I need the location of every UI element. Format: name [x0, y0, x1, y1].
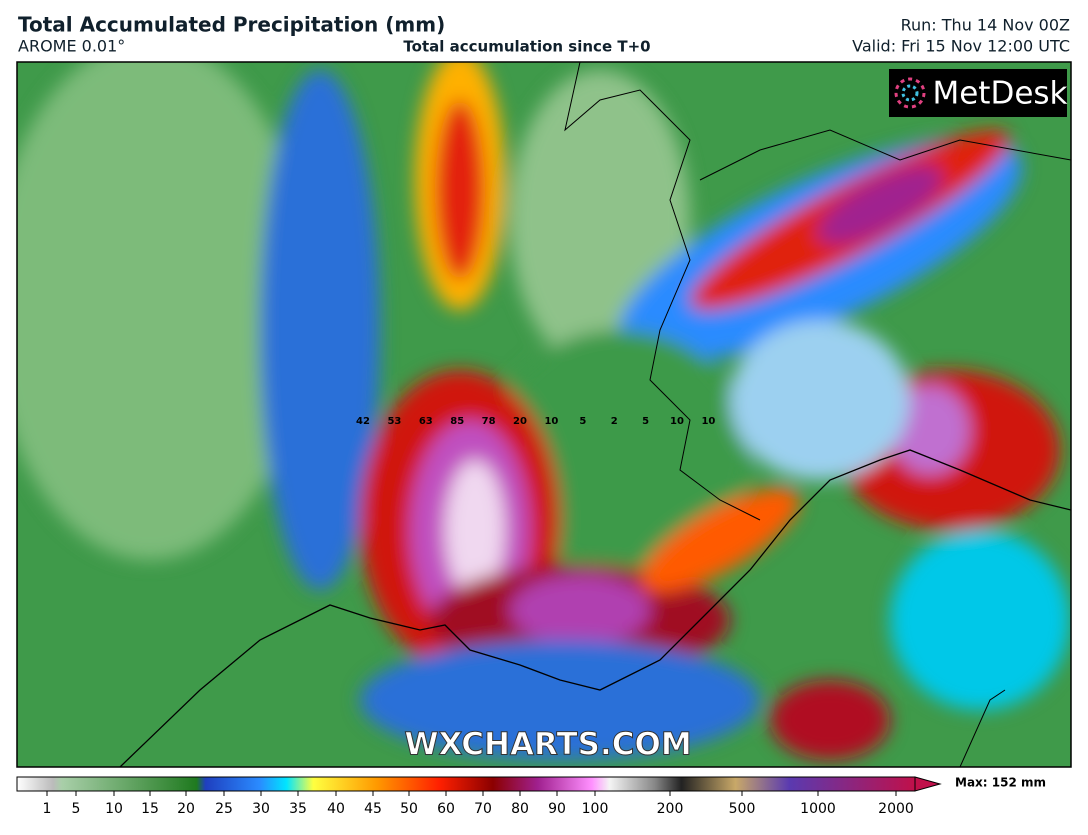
border-line — [564, 62, 761, 521]
colorbar-label: 90 — [548, 801, 566, 817]
colorbar — [16, 776, 916, 792]
colorbar-label: 70 — [474, 801, 492, 817]
colorbar-label: 1000 — [800, 801, 836, 817]
colorbar-label: 15 — [141, 801, 159, 817]
colorbar-label: 45 — [364, 801, 382, 817]
colorbar-arrow — [914, 776, 942, 792]
point-label: 20 — [513, 416, 527, 427]
colorbar-label: 40 — [327, 801, 345, 817]
colorbar-label: 25 — [215, 801, 233, 817]
point-label: 85 — [450, 416, 464, 427]
point-label: 42 — [356, 416, 370, 427]
colorbar-label: 2000 — [878, 801, 914, 817]
colorbar-label: 30 — [252, 801, 270, 817]
logo-icon — [894, 77, 926, 109]
subtitle: Total accumulation since T+0 — [403, 38, 650, 56]
colorbar-label: 5 — [72, 801, 81, 817]
colorbar-label: 500 — [729, 801, 756, 817]
coastline — [959, 689, 1006, 767]
colorbar-label: 10 — [105, 801, 123, 817]
max-value: Max: 152 mm — [955, 776, 1046, 790]
point-label: 2 — [611, 416, 618, 427]
colorbar-label: 100 — [582, 801, 609, 817]
colorbar-label: 35 — [289, 801, 307, 817]
colorbar-labels: 1 5 10 15 20 25 30 35 40 45 50 60 70 80 90 100 200 500 100… — [43, 791, 914, 817]
coastline — [119, 449, 1071, 767]
point-labels: 42 53 63 85 78 20 10 5 2 5 10 10 — [356, 416, 715, 427]
run-time: Run: Thu 14 Nov 00Z — [901, 16, 1070, 35]
colorbar-label: 50 — [400, 801, 418, 817]
map-frame — [16, 61, 1072, 768]
watermark: WXCHARTS.COM — [404, 727, 691, 763]
map-title: Total Accumulated Precipitation (mm) — [18, 13, 445, 37]
logo-box — [889, 69, 1067, 117]
point-label: 63 — [419, 416, 433, 427]
colorbar-label: 20 — [177, 801, 195, 817]
colorbar-label: 1 — [43, 801, 52, 817]
point-label: 5 — [579, 416, 586, 427]
valid-time: Valid: Fri 15 Nov 12:00 UTC — [852, 37, 1070, 56]
point-label: 10 — [701, 416, 715, 427]
point-label: 10 — [670, 416, 684, 427]
colorbar-label: 200 — [657, 801, 684, 817]
model-name: AROME 0.01° — [18, 37, 125, 56]
colorbar-label: 60 — [437, 801, 455, 817]
point-label: 5 — [642, 416, 649, 427]
logo-text: MetDesk — [932, 76, 1067, 112]
point-label: 78 — [482, 416, 496, 427]
border-line — [699, 129, 1071, 181]
point-label: 10 — [544, 416, 558, 427]
map-area: 42 53 63 85 78 20 10 5 2 5 10 10 MetDesk WXCHARTS.C… — [17, 62, 1071, 767]
colorbar-label: 80 — [511, 801, 529, 817]
point-label: 53 — [387, 416, 401, 427]
